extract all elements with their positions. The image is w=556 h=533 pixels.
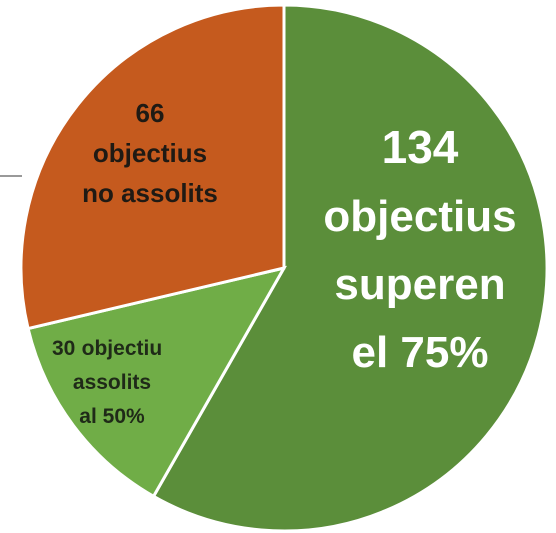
slice-label-line: objectiu bbox=[82, 337, 163, 360]
pie-slice bbox=[151, 3, 549, 533]
slice-value: 134 bbox=[382, 121, 459, 173]
slice-label-line: al 50% bbox=[79, 405, 145, 428]
slice-label-line: superen bbox=[334, 260, 505, 309]
slice-label: 66 objectius no assolits bbox=[82, 98, 218, 208]
slice-label-line: no assolits bbox=[82, 178, 218, 208]
slice-label: 30 objectiu assolits al 50% bbox=[52, 337, 162, 428]
pie-slice bbox=[26, 265, 288, 499]
slice-value: 30 bbox=[52, 337, 75, 360]
slice-label-line: el 75% bbox=[352, 328, 489, 377]
slice-label-line: objectius bbox=[93, 138, 207, 168]
slice-label-line: objectius bbox=[323, 192, 516, 241]
slice-label-line: assolits bbox=[73, 371, 151, 394]
slice-value: 66 bbox=[136, 98, 165, 128]
pie-slice bbox=[19, 3, 286, 331]
slice-label: 134 objectius superen el 75% bbox=[323, 121, 516, 376]
